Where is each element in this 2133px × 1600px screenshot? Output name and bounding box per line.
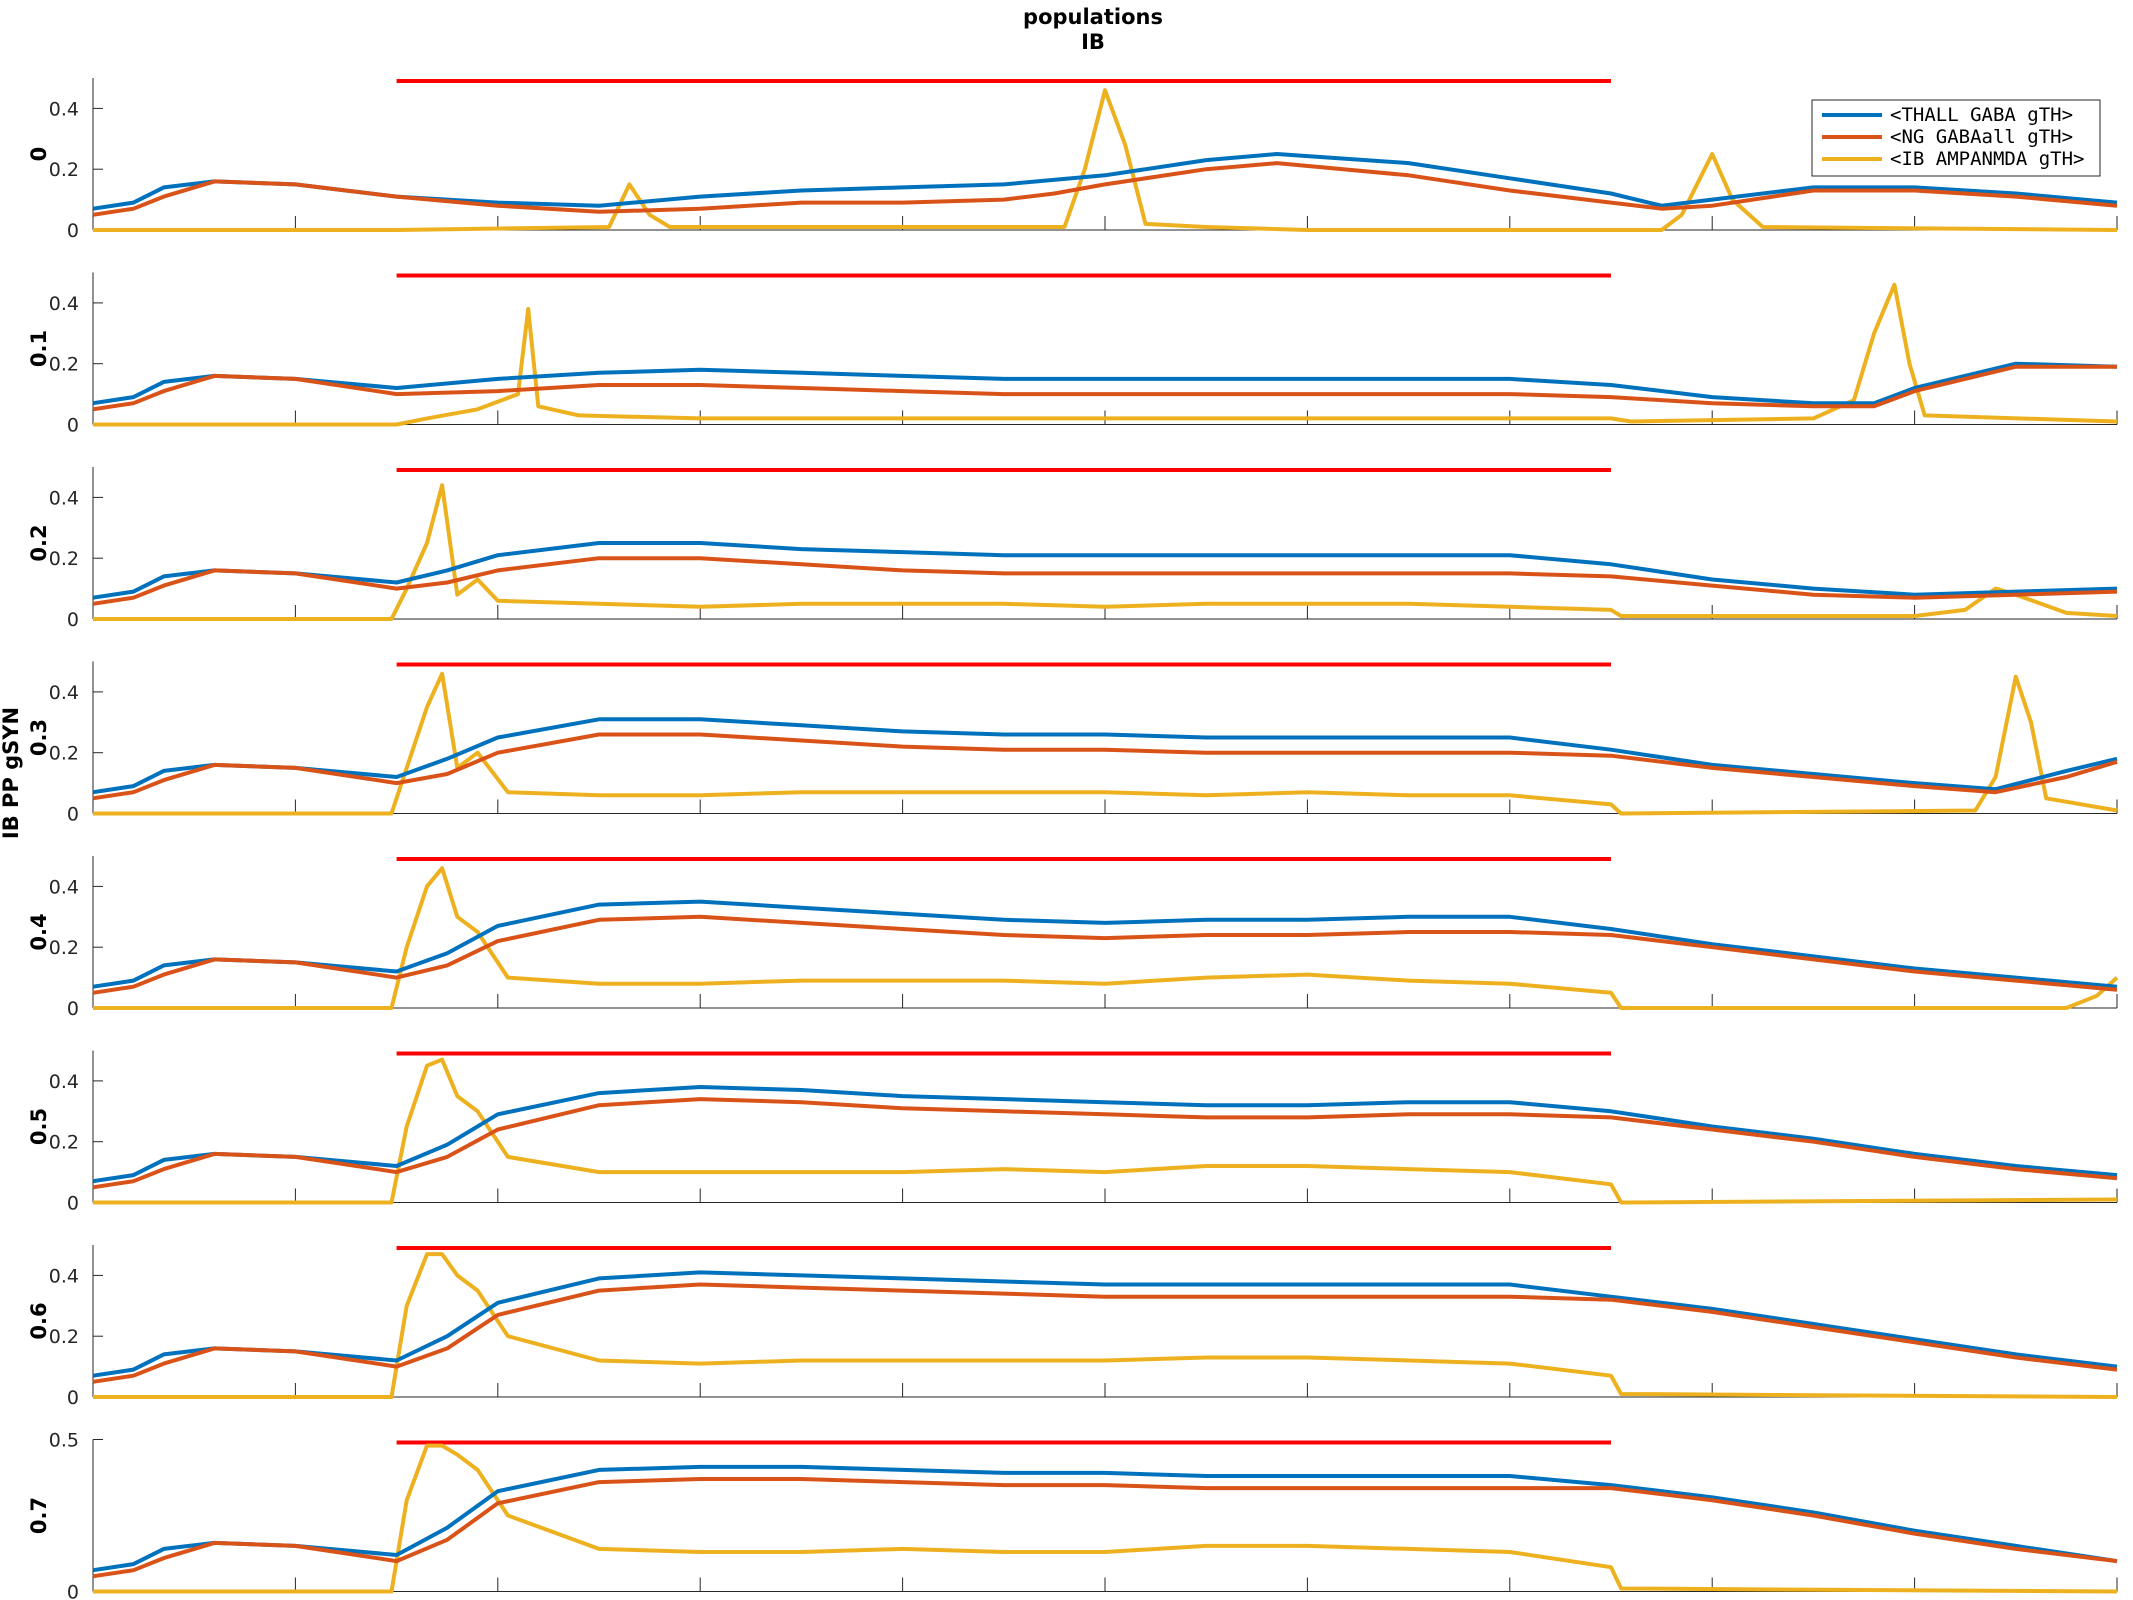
y-tick-label: 0 [67,1582,79,1600]
series-line-ib-ampanmda [93,671,2118,816]
figure-title-line1: populations [1023,5,1163,29]
series-line-ng-gabaall [92,1282,2118,1384]
y-tick-label: 0 [67,998,79,1020]
panel-0: 00.20.40 [27,78,2118,242]
panel-4: 00.20.40.4 [27,856,2119,1020]
series-line-ng-gabaall [92,556,2118,606]
y-tick-label: 0.5 [49,1430,79,1452]
y-tick-label: 0.4 [49,1071,79,1093]
panel-label: 0.6 [27,1302,51,1339]
series-line-ng-gabaall [92,732,2118,801]
legend-entry-ib-ampanmda: <IB AMPANMDA gTH> [1890,148,2084,170]
y-tick-label: 0.2 [49,1326,79,1348]
series-line-ng-gabaall [92,364,2117,412]
y-tick-label: 0.4 [49,98,79,120]
panel-label: 0.2 [27,524,51,561]
y-tick-label: 0.4 [49,293,79,315]
series-line-ib-ampanmda [93,866,2119,1010]
series-line-ng-gabaall [92,914,2118,995]
series-line-ng-gabaall [92,161,2118,217]
panel-label: 0.5 [27,1108,51,1145]
panel-label: 0.1 [27,330,51,367]
panel-label: 0.3 [27,719,51,756]
y-tick-label: 0 [67,415,79,437]
series-line-thall-gaba [92,899,2118,989]
y-tick-label: 0.4 [49,876,79,898]
panel-2: 0 0.2 0.4 0.2 [27,467,2118,631]
panel-label: 0.7 [27,1497,51,1534]
y-tick-label: 0.2 [49,937,79,959]
series-line-ib-ampanmda [93,1057,2118,1205]
y-tick-label: 0.2 [49,743,79,765]
y-tick-label: 0.4 [49,1265,79,1287]
series-line-ng-gabaall [92,1097,2118,1190]
panel-3: 0 0.2 0.4 0.3 [27,661,2118,826]
y-tick-label: 0.2 [49,159,79,181]
panel-label: 0 [27,147,51,162]
panel-5: 0 0.2 0.4 0.5 [27,1050,2118,1215]
y-axis-label: IB PP gSYN [0,707,23,839]
series-line-thall-gaba [92,1085,2118,1184]
y-tick-label: 0.4 [49,487,79,509]
panel-1: 0 0.2 0.4 0.1 [27,272,2118,437]
legend: <THALL GABA gTH><NG GABAall gTH><IB AMPA… [1811,99,2101,177]
panel-7: 00.50.7020040060080010001200140016001800… [27,1430,2118,1600]
y-tick-label: 0 [67,609,79,631]
figure-title-line2: IB [1081,30,1105,54]
series-line-thall-gaba [92,361,2118,406]
series-line-ib-ampanmda [93,483,2118,621]
y-tick-label: 0.2 [49,548,79,570]
y-tick-label: 0.2 [49,1132,79,1154]
series-line-ng-gabaall [92,1477,2118,1579]
series-line-ib-ampanmda [93,1252,2118,1399]
y-tick-label: 0 [67,1193,79,1215]
legend-entry-ng-gabaall: <NG GABAall gTH> [1890,126,2073,148]
y-tick-label: 0.4 [49,682,79,704]
y-tick-label: 0 [67,804,79,826]
series-line-ib-ampanmda [93,1443,2118,1594]
y-tick-label: 0 [67,220,79,242]
series-line-ib-ampanmda [93,282,2118,427]
legend-entry-thall-gaba: <THALL GABA gTH> [1890,104,2073,126]
y-tick-label: 0.2 [49,354,79,376]
y-tick-label: 0 [67,1387,79,1409]
panels-group: 00.20.4000.20.40.100.20.40.200.20.40.300… [27,78,2119,1600]
series-line-thall-gaba [92,1464,2118,1573]
panel-6: 0 0.2 0.4 0.6 [27,1245,2118,1409]
panel-label: 0.4 [27,913,51,950]
